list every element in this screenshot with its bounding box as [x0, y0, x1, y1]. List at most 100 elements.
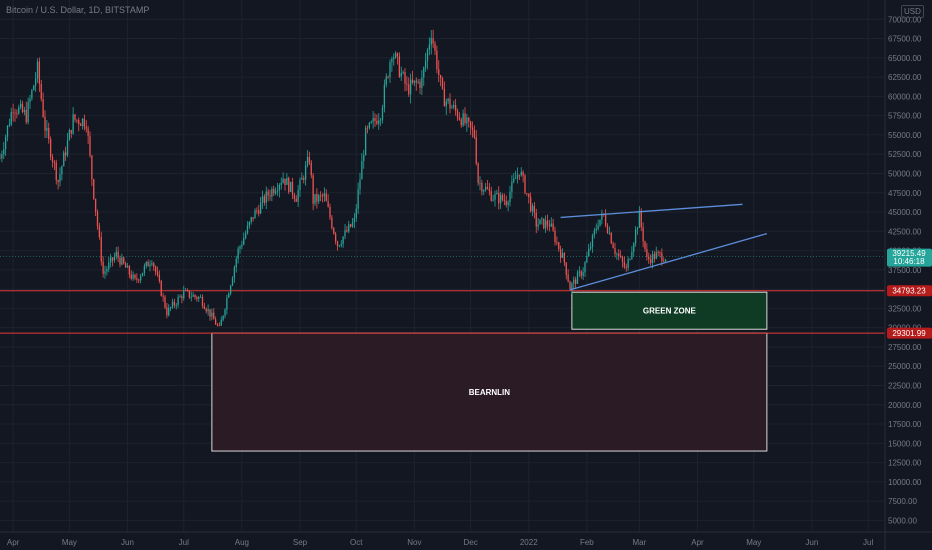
candle-body	[64, 152, 67, 156]
candle-body	[239, 246, 241, 249]
candle-body	[610, 232, 612, 244]
y-tick-label: 57500.00	[888, 112, 922, 121]
candle-body	[259, 202, 262, 214]
candle-body	[574, 279, 577, 284]
candle-body	[415, 80, 417, 83]
candle-body	[372, 118, 374, 122]
candle-body	[333, 228, 335, 234]
y-tick-label: 27500.00	[888, 343, 922, 352]
candle-body	[460, 119, 462, 126]
candle-body	[567, 274, 569, 282]
candle-body	[591, 234, 594, 247]
candle-body	[531, 205, 534, 212]
candle-body	[244, 233, 247, 239]
candle-body	[363, 155, 365, 161]
candle-body	[436, 50, 438, 70]
candle-body	[505, 200, 507, 205]
candle-body	[430, 38, 432, 45]
candle-body	[149, 264, 151, 267]
candle-body	[258, 210, 260, 214]
candle-body	[383, 84, 386, 108]
candle-body	[228, 293, 230, 298]
candle-body	[196, 296, 198, 299]
candle-body	[447, 98, 449, 102]
candle-body	[631, 251, 633, 259]
candle-body	[168, 307, 170, 316]
y-tick-label: 60000.00	[888, 92, 922, 101]
candle-body	[659, 252, 661, 254]
candle-body	[584, 262, 586, 273]
candle-body	[164, 296, 166, 308]
candle-body	[604, 214, 607, 226]
candle-body	[192, 294, 194, 297]
candle-body	[492, 199, 494, 201]
candle-body	[306, 157, 309, 166]
candle-body	[310, 162, 312, 176]
candle-body	[364, 127, 367, 156]
candle-body	[389, 62, 391, 78]
candle-body	[269, 195, 271, 197]
price-axis[interactable]: 70000.00 67500.00 65000.00 62500.00 60000.00…	[884, 0, 922, 550]
candle-body	[614, 248, 616, 254]
candle-body	[104, 271, 106, 274]
candle-body	[346, 230, 348, 232]
candle-body	[10, 112, 12, 125]
candle-body	[619, 256, 622, 257]
candle-body	[254, 210, 256, 219]
candle-body	[31, 90, 33, 99]
candle-body	[190, 296, 192, 298]
x-tick-label: 2022	[520, 538, 538, 547]
candle-body	[44, 116, 46, 131]
level-badge-value: 34793.23	[892, 287, 926, 296]
candle-body	[379, 119, 382, 121]
candle-body	[115, 251, 117, 257]
candle-body	[378, 120, 380, 124]
y-tick-label: 5000.00	[888, 516, 917, 525]
candle-body	[252, 217, 254, 219]
candle-body	[359, 179, 361, 190]
y-tick-label: 32500.00	[888, 304, 922, 313]
candle-body	[664, 259, 667, 262]
candle-body	[93, 179, 95, 199]
candle-body	[243, 238, 245, 245]
candle-body	[571, 283, 573, 290]
candle-body	[218, 325, 221, 326]
candle-body	[143, 266, 146, 273]
candle-body	[288, 177, 290, 192]
candle-body	[321, 195, 324, 197]
y-tick-label: 52500.00	[888, 150, 922, 159]
candle-body	[250, 217, 252, 222]
candle-body	[351, 222, 354, 227]
zones-layer: GREEN ZONE BEARNLIN	[211, 291, 768, 452]
candle-body	[453, 105, 455, 108]
currency-selector[interactable]: USD	[901, 5, 924, 18]
candle-body	[66, 140, 69, 156]
candle-body	[419, 81, 421, 88]
candle-body	[537, 224, 539, 227]
candle-body	[539, 219, 541, 225]
candle-body	[623, 261, 626, 267]
candle-body	[468, 117, 470, 122]
candle-body	[513, 178, 515, 182]
candle-body	[237, 248, 239, 259]
candle-body	[434, 43, 436, 51]
time-axis[interactable]: Apr May Jun Jul Aug Sep Oct Nov Dec 2022 Feb Mar Apr…	[0, 531, 932, 547]
candle-body	[456, 110, 459, 118]
candle-body	[385, 76, 387, 85]
candle-body	[649, 259, 652, 264]
candle-body	[578, 271, 581, 273]
x-tick-label: Mar	[632, 538, 646, 547]
y-tick-label: 10000.00	[888, 478, 922, 487]
candle-body	[79, 124, 82, 126]
candle-body	[402, 71, 404, 73]
candle-body	[599, 219, 601, 226]
candle-body	[576, 272, 579, 284]
candle-body	[319, 195, 322, 197]
candle-body	[464, 113, 466, 124]
candle-body	[209, 309, 211, 317]
candle-body	[134, 274, 136, 279]
candle-body	[514, 178, 517, 180]
candle-body	[213, 312, 215, 320]
